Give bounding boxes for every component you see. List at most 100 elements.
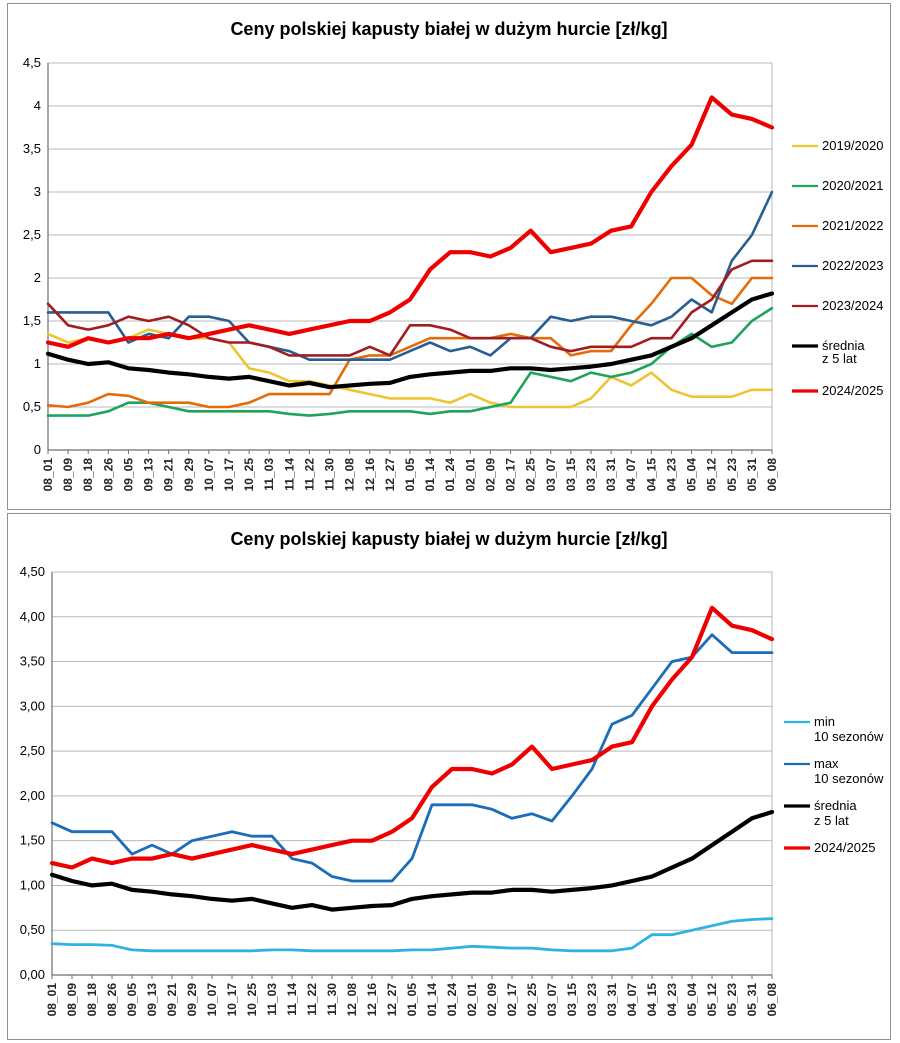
x-axis-tick-label: 11_30 (323, 458, 337, 491)
x-axis-tick-label: 10_17 (222, 458, 236, 492)
legend-label: 2024/2025 (814, 840, 875, 855)
x-axis-tick-label: 08_01 (41, 458, 55, 492)
y-axis-tick-label: 1,50 (20, 833, 45, 848)
x-axis-tick-label: 03_31 (605, 983, 619, 1017)
series-line-2024/2025 (45, 95, 775, 349)
x-axis-tick-label: 11_03 (262, 458, 276, 491)
x-axis-tick-label: 08_01 (45, 983, 59, 1017)
x-axis-tick-label: 02_17 (505, 983, 519, 1017)
legend-label: 2024/2025 (822, 383, 883, 398)
x-axis-tick-label: 01_14 (423, 458, 437, 492)
x-axis-tick-label: 09_21 (162, 458, 176, 492)
x-axis-tick-label: 11_03 (265, 983, 279, 1016)
legend-label: 2021/2022 (822, 218, 883, 233)
y-axis-tick-label: 3,50 (20, 654, 45, 669)
legend-label: 2020/2021 (822, 178, 883, 193)
x-axis-tick-label: 03_23 (585, 983, 599, 1017)
x-axis-tick-label: 04_07 (624, 458, 638, 492)
x-axis-tick-label: 11_14 (285, 983, 299, 1016)
x-axis-tick-label: 10_25 (245, 983, 259, 1017)
x-axis-tick-label: 03_07 (544, 458, 558, 492)
x-axis-tick-label: 09_05 (121, 458, 135, 492)
x-axis-tick-label: 05_31 (745, 983, 759, 1017)
y-axis-tick-label: 2,00 (20, 788, 45, 803)
x-axis-tick-label: 04_07 (625, 983, 639, 1017)
x-axis-tick-label: 05_04 (685, 458, 699, 492)
y-axis-tick-label: 4,5 (23, 55, 41, 70)
x-axis-tick-label: 02_09 (483, 458, 497, 492)
plot-area (48, 63, 772, 450)
x-axis-tick-label: 09_29 (185, 983, 199, 1017)
legend-label: 10 sezonów (814, 771, 884, 786)
x-axis-tick-label: 01_14 (425, 983, 439, 1017)
x-axis-tick-label: 01_05 (403, 458, 417, 492)
x-axis-tick-label: 09_21 (165, 983, 179, 1017)
x-axis-tick-label: 12_27 (385, 983, 399, 1017)
legend-label: min (814, 714, 835, 729)
x-axis-tick-label: 02_25 (525, 983, 539, 1017)
x-axis-tick-label: 08_18 (81, 458, 95, 492)
x-axis-tick-label: 05_12 (705, 983, 719, 1017)
x-axis-tick-label: 06_08 (765, 983, 779, 1017)
x-axis-tick-label: 05_31 (745, 458, 759, 492)
y-axis-tick-label: 2,5 (23, 227, 41, 242)
legend-label: 2023/2024 (822, 298, 883, 313)
x-axis-tick-label: 04_15 (644, 458, 658, 492)
y-axis-tick-label: 0 (34, 442, 41, 457)
x-axis-tick-label: 04_15 (645, 983, 659, 1017)
x-axis-tick-label: 08_09 (65, 983, 79, 1017)
x-axis-tick-label: 05_23 (725, 983, 739, 1017)
y-axis-tick-label: 4,00 (20, 609, 45, 624)
x-axis-tick-label: 04_23 (664, 458, 678, 492)
y-axis-tick-label: 1 (34, 356, 41, 371)
y-axis-tick-label: 2,50 (20, 743, 45, 758)
legend-label: 10 sezonów (814, 729, 884, 744)
legend-label: średnia (822, 338, 865, 353)
y-axis-tick-label: 4 (34, 98, 41, 113)
x-axis-tick-label: 09_13 (145, 983, 159, 1017)
x-axis-tick-label: 01_24 (445, 983, 459, 1017)
x-axis-tick-label: 09_13 (142, 458, 156, 492)
series-line-średnia z 5 lat (49, 809, 775, 912)
x-axis-tick-label: 10_07 (205, 983, 219, 1017)
series-line-min 10 sezonów (50, 917, 774, 953)
x-axis-tick-label: 08_09 (61, 458, 75, 492)
x-axis-tick-label: 08_18 (85, 983, 99, 1017)
series-line-średnia z 5 lat (45, 291, 775, 390)
x-axis-tick-label: 10_07 (202, 458, 216, 492)
chart-title-bottom: Ceny polskiej kapusty białej w dużym hur… (230, 529, 668, 549)
x-axis-tick-label: 12_16 (365, 983, 379, 1017)
legend-label: 2022/2023 (822, 258, 883, 273)
y-axis-tick-label: 2 (34, 270, 41, 285)
legend-item: 2024/2025 (792, 383, 883, 398)
x-axis-tick-label: 02_09 (485, 983, 499, 1017)
y-axis-tick-label: 0,50 (20, 922, 45, 937)
x-axis-tick-label: 03_15 (564, 458, 578, 492)
x-axis-tick-label: 12_27 (383, 458, 397, 492)
top-chart-panel: 4,5 4 3,5 3 2,5 2 1,5 1 0,5 0 08_01 08_09 08_18 08_26… (7, 3, 891, 510)
x-axis-tick-label: 03_31 (604, 458, 618, 492)
x-axis-tick-label: 12_16 (363, 458, 377, 492)
x-axis-tick-label: 05_12 (705, 458, 719, 492)
legend-item: 2021/2022 (792, 218, 883, 233)
legend-label: z 5 lat (822, 351, 857, 366)
x-axis-tick-label: 02_25 (524, 458, 538, 492)
y-axis-tick-label: 1,5 (23, 313, 41, 328)
x-axis-tick-label: 11_14 (282, 458, 296, 491)
x-axis-tick-label: 01_24 (443, 458, 457, 492)
y-axis-tick-label: 3,5 (23, 141, 41, 156)
x-axis-tick-label: 03_07 (545, 983, 559, 1017)
x-axis-tick-label: 06_08 (765, 458, 779, 492)
legend-item: 2024/2025 (784, 840, 875, 855)
x-axis-tick-label: 02_01 (463, 458, 477, 492)
legend-item: 2022/2023 (792, 258, 883, 273)
plot-area (52, 572, 772, 975)
legend-label: średnia (814, 798, 857, 813)
x-axis-tick-label: 12_08 (345, 983, 359, 1017)
x-axis-tick-label: 01_05 (405, 983, 419, 1017)
x-axis-tick-label: 11_22 (305, 983, 319, 1016)
